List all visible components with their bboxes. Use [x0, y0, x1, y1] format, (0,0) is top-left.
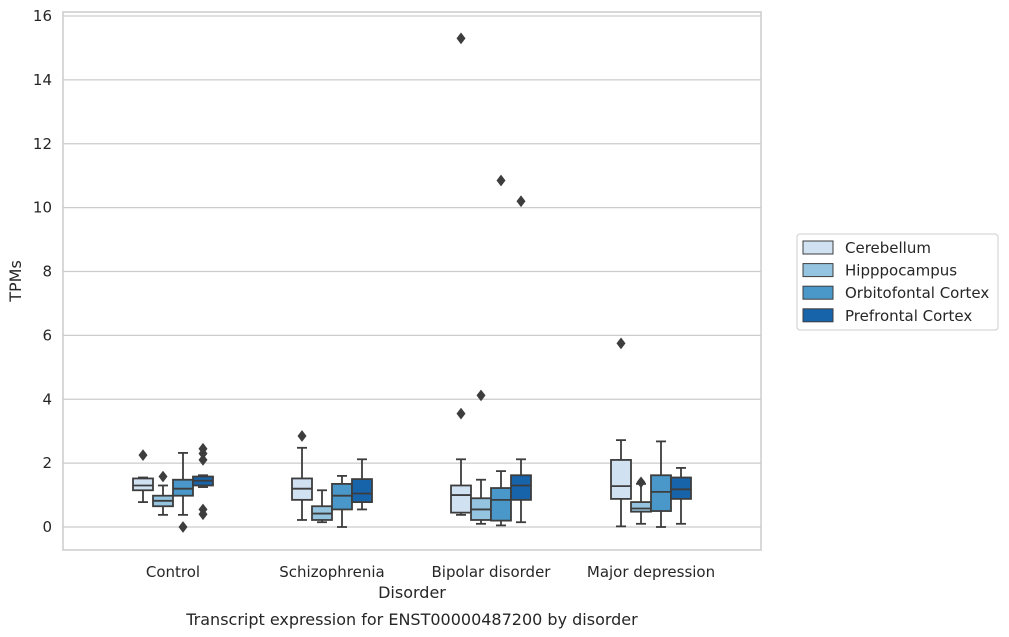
legend-label: Orbitofontal Cortex — [845, 284, 989, 302]
outlier-point — [516, 195, 526, 208]
legend-swatch — [802, 263, 834, 278]
legend-label: Hipppocampus — [845, 262, 957, 280]
y-tick-label: 0 — [42, 518, 52, 536]
box-3-3 — [670, 467, 692, 525]
box-2-2 — [490, 174, 512, 527]
y-tick-label: 2 — [42, 454, 52, 472]
box-iqr — [351, 478, 373, 503]
outlier-point — [496, 174, 506, 187]
x-tick-labels: Control Schizophrenia Bipolar disorder Majo… — [146, 563, 715, 581]
y-axis-label: TPMs — [6, 260, 25, 303]
outlier-point — [198, 508, 208, 521]
box-iqr — [630, 501, 652, 513]
box-iqr — [132, 477, 154, 492]
outlier-point — [636, 476, 646, 489]
y-tick-label: 8 — [42, 263, 52, 281]
plot-frame — [62, 11, 762, 551]
y-tick-label: 10 — [33, 199, 52, 217]
box-iqr — [172, 478, 194, 497]
legend: Cerebellum Hipppocampus Orbitofontal Corte… — [796, 233, 999, 331]
box-0-3 — [192, 442, 214, 521]
grid-lines — [63, 15, 761, 528]
box-groups — [132, 32, 692, 533]
x-tick-label: Control — [146, 563, 200, 581]
x-tick-label: Major depression — [587, 563, 715, 581]
x-tick-label: Bipolar disorder — [432, 563, 552, 581]
box-iqr — [450, 484, 472, 514]
x-axis-label: Disorder — [378, 583, 446, 602]
outlier-point — [297, 430, 307, 442]
box-3-0 — [610, 337, 632, 528]
outlier-point — [178, 521, 188, 533]
box-3-2 — [650, 440, 672, 528]
box-0-1 — [152, 470, 174, 516]
outlier-point — [198, 447, 208, 460]
x-tick-label: Schizophrenia — [279, 563, 384, 581]
box-2-3 — [510, 195, 532, 524]
legend-label: Cerebellum — [845, 239, 931, 257]
outlier-point — [616, 337, 626, 350]
box-2-1 — [470, 389, 492, 525]
legend-swatch — [802, 285, 834, 300]
legend-frame — [796, 233, 999, 331]
y-tick-labels: 0 2 4 6 8 10 12 14 16 — [33, 7, 52, 536]
box-3-1 — [630, 476, 652, 525]
box-1-2 — [331, 474, 353, 528]
y-tick-label: 16 — [33, 7, 52, 25]
box-1-3 — [351, 458, 373, 511]
box-iqr — [610, 459, 632, 500]
outlier-point — [456, 32, 466, 45]
box-iqr — [650, 474, 672, 512]
box-iqr — [490, 487, 512, 522]
box-0-2 — [172, 452, 194, 533]
outlier-point — [158, 470, 168, 483]
legend-swatch — [802, 308, 834, 323]
box-2-0 — [450, 32, 472, 516]
legend-label: Prefrontal Cortex — [845, 307, 972, 325]
y-tick-label: 12 — [33, 135, 52, 153]
y-tick-label: 14 — [33, 71, 52, 89]
box-iqr — [510, 474, 532, 501]
legend-swatch — [802, 240, 834, 255]
y-tick-label: 6 — [42, 326, 52, 344]
box-iqr — [670, 476, 692, 500]
box-iqr — [331, 482, 353, 511]
box-0-0 — [132, 449, 154, 503]
y-tick-label: 4 — [42, 390, 52, 408]
chart-caption: Transcript expression for ENST0000048720… — [185, 610, 638, 629]
outlier-point — [456, 407, 466, 420]
box-1-0 — [291, 430, 313, 521]
outlier-point — [476, 389, 486, 402]
box-1-1 — [311, 489, 333, 524]
outlier-point — [138, 449, 148, 461]
outlier-point — [198, 454, 208, 466]
